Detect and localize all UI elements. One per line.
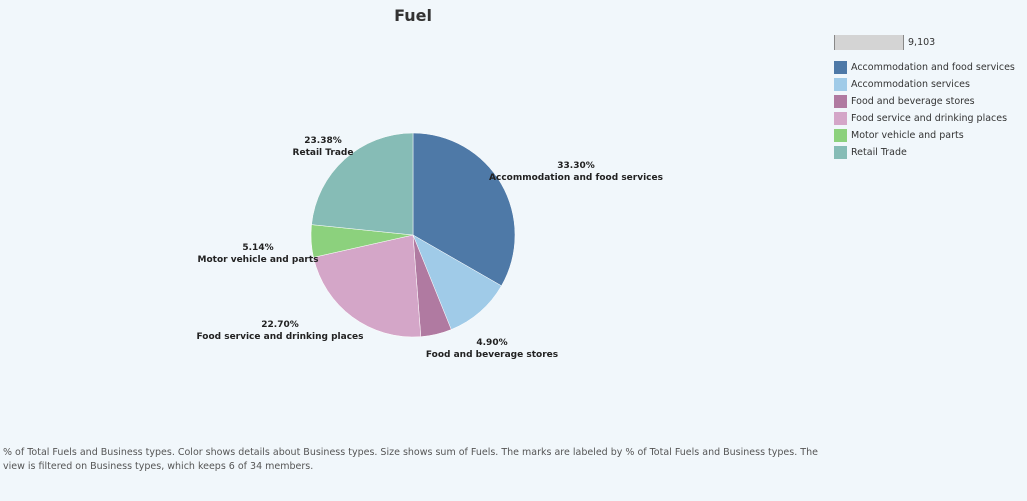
slice-category-label: Retail Trade bbox=[293, 148, 354, 158]
pie-slice[interactable] bbox=[412, 132, 516, 287]
pie-slice[interactable] bbox=[412, 234, 502, 330]
slice-percent-label: 22.70% bbox=[261, 320, 299, 330]
legend-swatch bbox=[834, 129, 847, 142]
legend-items: Accommodation and food services Accommoda… bbox=[834, 59, 1015, 161]
legend-item[interactable]: Accommodation and food services bbox=[834, 59, 1015, 76]
slice-category-label: Motor vehicle and parts bbox=[198, 255, 319, 265]
slice-percent-label: 23.38% bbox=[304, 136, 342, 146]
pie-slice[interactable] bbox=[311, 132, 414, 236]
legend-swatch bbox=[834, 78, 847, 91]
legend-label: Food and beverage stores bbox=[851, 96, 975, 107]
size-legend-bar bbox=[834, 34, 904, 50]
legend-item[interactable]: Retail Trade bbox=[834, 144, 1015, 161]
chart-title: Fuel bbox=[394, 6, 432, 25]
legend-swatch bbox=[834, 112, 847, 125]
pie-slice[interactable] bbox=[313, 234, 422, 338]
legend-label: Food service and drinking places bbox=[851, 113, 1008, 124]
legend-item[interactable]: Food and beverage stores bbox=[834, 93, 1015, 110]
legend-swatch bbox=[834, 95, 847, 108]
size-legend: 9,103 bbox=[834, 34, 1015, 50]
legend-swatch bbox=[834, 61, 847, 74]
slice-category-label: Food service and drinking places bbox=[196, 332, 363, 342]
legend-label: Accommodation services bbox=[851, 79, 970, 90]
legend-item[interactable]: Accommodation services bbox=[834, 76, 1015, 93]
legend: 9,103 Accommodation and food services Acc… bbox=[834, 34, 1015, 161]
chart-caption: % of Total Fuels and Business types. Col… bbox=[3, 447, 818, 472]
legend-swatch bbox=[834, 146, 847, 159]
legend-label: Motor vehicle and parts bbox=[851, 130, 964, 141]
slice-category-label: Food and beverage stores bbox=[426, 350, 558, 360]
legend-item[interactable]: Motor vehicle and parts bbox=[834, 127, 1015, 144]
legend-label: Accommodation and food services bbox=[851, 62, 1015, 73]
slice-percent-label: 5.14% bbox=[242, 243, 273, 253]
size-legend-value: 9,103 bbox=[908, 36, 936, 48]
legend-item[interactable]: Food service and drinking places bbox=[834, 110, 1015, 127]
legend-label: Retail Trade bbox=[851, 147, 907, 158]
pie-chart: 33.30% Accommodation and food services 4.9… bbox=[196, 132, 663, 360]
slice-percent-label: 4.90% bbox=[476, 338, 507, 348]
slice-percent-label: 33.30% bbox=[557, 161, 595, 171]
slice-category-label: Accommodation and food services bbox=[489, 173, 663, 183]
